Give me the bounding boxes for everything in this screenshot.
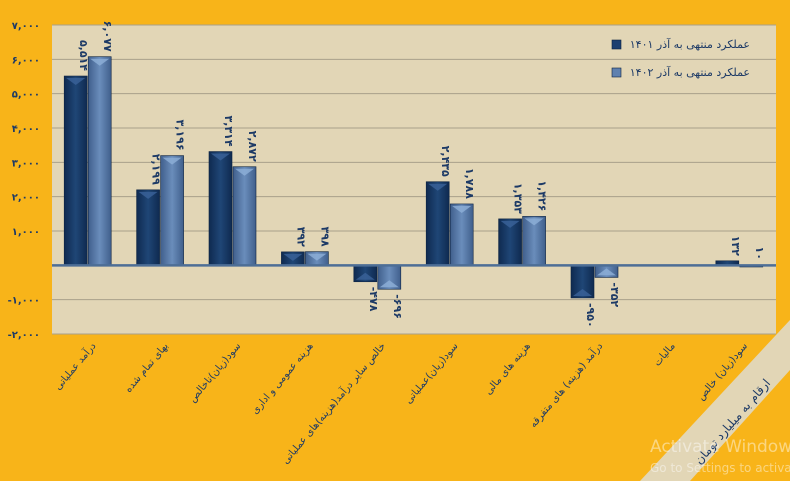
x-tick-label: سود(زیان)ناخالص (187, 341, 243, 405)
data-label: ۱,۴۲۶ (536, 180, 549, 211)
bar (87, 56, 112, 266)
bar (63, 75, 88, 266)
bar-bevel (66, 78, 86, 86)
watermark-line1: Activate Windows (650, 437, 790, 457)
bar (232, 166, 257, 266)
bar-bevel (452, 205, 472, 213)
x-tick-label: بهای تمام شده (123, 341, 171, 395)
data-label: -۳۵۲ (608, 282, 621, 307)
y-tick-label: ۱,۰۰۰ (12, 227, 40, 238)
data-label: ۳,۱۹۶ (174, 120, 187, 151)
bar-bevel (573, 288, 592, 296)
x-tick-label: هزینه عمومی و اداری (250, 341, 316, 417)
legend-label: عملکرد منتهی به آذر ۱۴۰۱ (630, 37, 750, 51)
data-label: ۳۹۸ (318, 227, 331, 247)
data-label: ۶,۰۷۷ (101, 21, 114, 52)
bar-bevel (524, 218, 544, 226)
data-label: ۳,۳۱۴ (222, 116, 235, 147)
bar (425, 181, 450, 266)
data-label: ۳۹۲ (294, 227, 307, 247)
legend: عملکرد منتهی به آذر ۱۴۰۱ عملکرد منتهی به … (611, 37, 750, 79)
data-label: ۱۳۲ (729, 236, 742, 256)
y-tick-label: ۶,۰۰۰ (12, 55, 40, 66)
legend-swatch (611, 67, 622, 78)
x-tick-label: هزینه های مالی (483, 341, 533, 397)
data-label: -۹۵۰ (584, 303, 597, 328)
y-tick-label: -۲,۰۰۰ (8, 330, 40, 341)
bar-bevel (138, 191, 158, 199)
y-tick-label: ۳,۰۰۰ (12, 158, 40, 169)
bar-bevel (500, 220, 520, 228)
data-label: ۱۰ (753, 247, 766, 260)
data-label: -۶۹۶ (391, 294, 404, 319)
y-tick-label: ۲,۰۰۰ (12, 193, 40, 204)
bar-bevel (597, 268, 616, 276)
bar (208, 151, 233, 266)
bar (136, 189, 160, 266)
data-label: ۱,۷۸۸ (463, 168, 476, 199)
legend-label: عملکرد منتهی به آذر ۱۴۰۲ (630, 65, 750, 79)
bar-bevel (283, 253, 303, 261)
bar-bevel (211, 153, 230, 161)
data-label: ۵,۵۱۴ (77, 40, 90, 71)
x-tick-label: سود(زیان)عملیاتی (403, 341, 460, 406)
x-tick-label: مالیات (652, 341, 678, 369)
bar-bevel (307, 253, 327, 261)
bar (449, 203, 474, 266)
y-tick-label: ۴,۰۰۰ (12, 124, 40, 135)
bar (160, 155, 184, 266)
data-label: ۲,۱۹۹ (150, 154, 163, 185)
x-tick-label: درآمد (هزینه) های متفرقه (526, 340, 605, 430)
bar-bevel (235, 168, 254, 176)
legend-swatch (611, 39, 622, 50)
data-label: -۴۷۸ (367, 287, 380, 312)
y-tick-label: -۱,۰۰۰ (8, 296, 40, 307)
unit-note-band (640, 320, 790, 481)
y-tick-label: ۵,۰۰۰ (12, 90, 40, 101)
watermark-line2: Go to Settings to activate Windows. (650, 461, 790, 475)
data-label: ۲,۸۷۲ (246, 131, 259, 162)
bar-bevel (428, 183, 448, 191)
bar-bevel (90, 58, 110, 66)
data-label: ۲,۴۳۵ (439, 146, 452, 177)
x-tick-label: درآمد عملیاتی (51, 340, 98, 393)
bar-bevel (355, 272, 375, 280)
y-tick-label: ۷,۰۰۰ (12, 21, 40, 32)
bar-bevel (162, 157, 182, 165)
data-label: ۱,۳۵۳ (512, 183, 525, 214)
bar-bevel (379, 280, 399, 288)
